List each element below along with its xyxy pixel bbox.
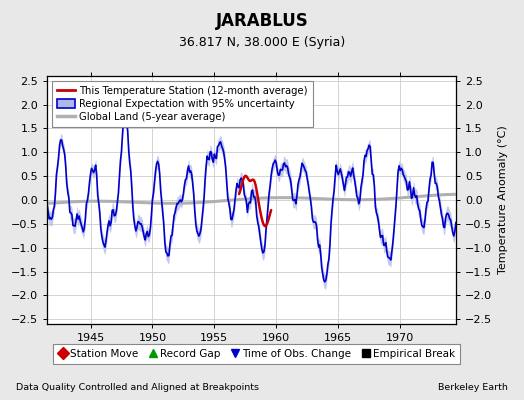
Text: 36.817 N, 38.000 E (Syria): 36.817 N, 38.000 E (Syria) — [179, 36, 345, 49]
Text: Berkeley Earth: Berkeley Earth — [439, 383, 508, 392]
Legend: Station Move, Record Gap, Time of Obs. Change, Empirical Break: Station Move, Record Gap, Time of Obs. C… — [53, 344, 461, 364]
Text: Data Quality Controlled and Aligned at Breakpoints: Data Quality Controlled and Aligned at B… — [16, 383, 259, 392]
Text: JARABLUS: JARABLUS — [215, 12, 309, 30]
Legend: This Temperature Station (12-month average), Regional Expectation with 95% uncer: This Temperature Station (12-month avera… — [52, 81, 313, 127]
Y-axis label: Temperature Anomaly (°C): Temperature Anomaly (°C) — [498, 126, 508, 274]
